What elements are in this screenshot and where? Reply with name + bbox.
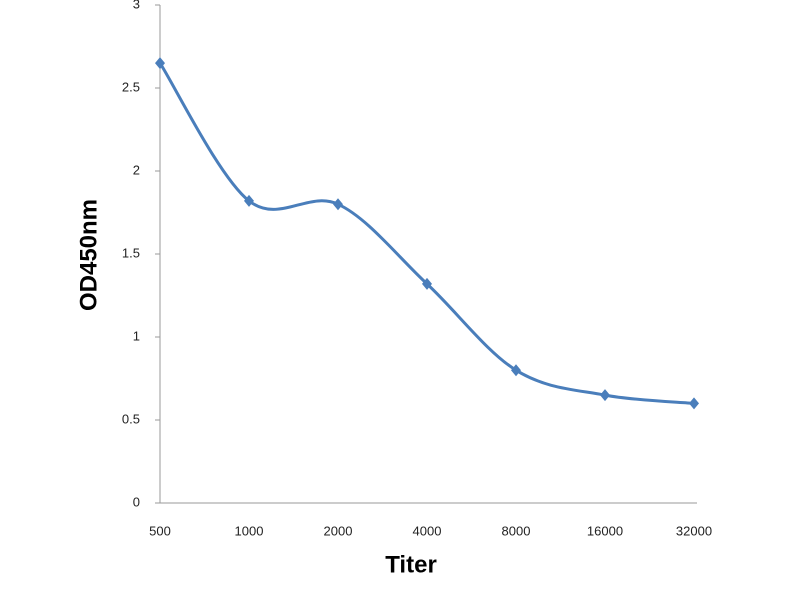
x-tick-label: 16000: [587, 523, 623, 538]
data-point: [333, 198, 343, 211]
x-tick-label: 4000: [413, 523, 442, 538]
data-point: [600, 389, 610, 402]
x-tick-label: 8000: [502, 523, 531, 538]
y-tick-label: 2: [133, 162, 140, 177]
x-tick-label: 32000: [676, 523, 712, 538]
data-point: [689, 397, 699, 410]
x-tick-label: 500: [149, 523, 171, 538]
y-tick-label: 0.5: [122, 411, 140, 426]
y-tick-label: 3: [133, 0, 140, 11]
x-tick-label: 1000: [235, 523, 264, 538]
data-point: [155, 57, 165, 70]
x-tick-label: 2000: [324, 523, 353, 538]
y-axis-title: OD450nm: [75, 199, 102, 311]
y-tick-label: 0: [133, 494, 140, 509]
y-tick-label: 1.5: [122, 245, 140, 260]
data-point: [422, 277, 432, 290]
data-point: [244, 194, 254, 207]
data-point: [511, 364, 521, 377]
y-tick-label: 2.5: [122, 79, 140, 94]
x-axis-title: Titer: [385, 551, 437, 578]
y-tick-label: 1: [133, 328, 140, 343]
